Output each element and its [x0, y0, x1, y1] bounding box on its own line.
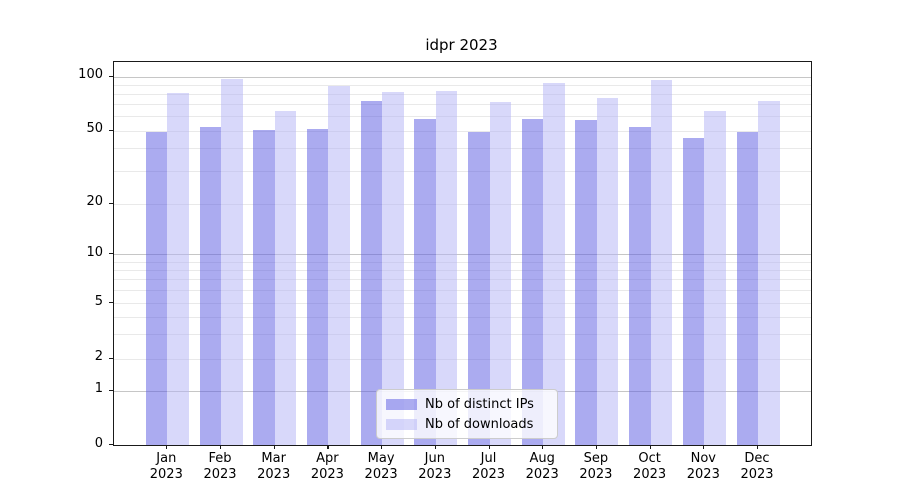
bar-downloads-mar	[274, 111, 297, 445]
x-tick-mark-feb	[220, 445, 222, 449]
gridline-y-4	[114, 316, 811, 318]
bar-downloads-aug	[543, 83, 565, 445]
x-tick-label-mar: Mar 2023	[257, 451, 291, 482]
y-tick-mark-1	[109, 389, 113, 391]
gridline-y-9	[114, 261, 811, 263]
x-tick-mark-apr	[327, 445, 329, 449]
gridline-y-50	[114, 130, 811, 132]
x-tick-label-nov: Nov 2023	[686, 451, 720, 482]
x-tick-label-apr: Apr 2023	[310, 451, 344, 482]
y-tick-label-2: 2	[94, 349, 103, 365]
x-tick-mark-mar	[273, 445, 275, 449]
gridline-y-100	[114, 76, 811, 78]
bar-distinct-ips-nov	[682, 138, 705, 445]
bar-downloads-feb	[221, 79, 243, 445]
bar-downloads-oct	[650, 79, 673, 445]
x-tick-mark-oct	[649, 445, 651, 449]
gridline-y-80	[114, 94, 811, 95]
x-tick-label-may: May 2023	[364, 451, 398, 482]
y-tick-mark-10	[109, 253, 113, 255]
x-tick-mark-dec	[757, 445, 759, 449]
x-tick-mark-nov	[703, 445, 705, 449]
gridline-y-40	[114, 148, 811, 150]
legend-swatch-downloads	[386, 418, 417, 430]
x-tick-label-aug: Aug 2023	[525, 451, 559, 482]
y-tick-label-0: 0	[94, 435, 103, 451]
bar-distinct-ips-feb	[199, 127, 221, 445]
legend: Nb of distinct IPs Nb of downloads	[376, 389, 558, 439]
gridline-y-3	[114, 334, 811, 336]
gridline-y-10	[114, 254, 811, 256]
gridline-y-60	[114, 116, 811, 118]
bar-distinct-ips-jan	[145, 131, 168, 445]
bar-distinct-ips-mar	[253, 130, 275, 445]
y-tick-mark-5	[109, 302, 113, 304]
x-tick-mark-aug	[542, 445, 544, 449]
bar-distinct-ips-jul	[468, 131, 490, 445]
bar-distinct-ips-sep	[575, 120, 597, 445]
x-tick-mark-sep	[595, 445, 598, 449]
y-tick-mark-2	[109, 357, 113, 359]
x-tick-mark-jun	[434, 445, 436, 449]
bar-downloads-jun	[435, 91, 458, 445]
bar-downloads-jul	[489, 102, 511, 445]
y-tick-mark-0	[109, 444, 113, 446]
plot-area: Nb of distinct IPs Nb of downloads	[113, 61, 812, 446]
y-tick-label-100: 100	[78, 67, 103, 83]
x-tick-label-jun: Jun 2023	[418, 451, 452, 482]
x-tick-label-dec: Dec 2023	[740, 451, 774, 482]
y-tick-label-20: 20	[86, 194, 103, 210]
y-tick-mark-100	[109, 75, 113, 77]
bar-downloads-dec	[758, 101, 780, 445]
bar-downloads-sep	[596, 97, 619, 445]
gridline-y-7	[114, 279, 811, 281]
legend-swatch-distinct-ips	[386, 398, 417, 410]
x-tick-label-oct: Oct 2023	[633, 451, 667, 482]
bar-distinct-ips-dec	[736, 131, 758, 445]
legend-item-distinct-ips: Nb of distinct IPs	[386, 397, 548, 412]
x-tick-mark-jul	[488, 445, 490, 449]
x-tick-label-jul: Jul 2023	[471, 451, 506, 482]
legend-item-downloads: Nb of downloads	[386, 417, 548, 432]
bar-distinct-ips-oct	[629, 127, 651, 445]
y-tick-mark-20	[109, 202, 113, 204]
gridline-y-8	[114, 270, 811, 271]
y-tick-label-50: 50	[86, 121, 103, 137]
bar-distinct-ips-apr	[306, 128, 329, 445]
chart-title: idpr 2023	[425, 36, 498, 54]
y-tick-label-10: 10	[86, 244, 103, 260]
bar-downloads-nov	[704, 111, 726, 445]
legend-label-distinct-ips: Nb of distinct IPs	[425, 396, 534, 412]
gridline-y-2	[114, 358, 811, 360]
gridline-y-20	[114, 203, 811, 205]
legend-label-downloads: Nb of downloads	[425, 416, 534, 432]
x-tick-mark-may	[381, 445, 383, 449]
bar-distinct-ips-jun	[414, 118, 436, 445]
gridline-y-70	[114, 104, 811, 106]
gridline-y-5	[114, 303, 811, 304]
bar-distinct-ips-may	[360, 101, 383, 445]
y-tick-mark-50	[109, 129, 113, 131]
gridline-y-90	[114, 84, 811, 86]
x-tick-label-sep: Sep 2023	[579, 451, 613, 482]
x-tick-label-feb: Feb 2023	[203, 451, 237, 482]
y-tick-label-1: 1	[94, 381, 103, 397]
gridline-y-6	[114, 290, 811, 292]
bar-downloads-jan	[167, 92, 189, 445]
x-tick-mark-jan	[166, 445, 168, 449]
gridline-y-30	[114, 171, 811, 173]
x-tick-label-jan: Jan 2023	[149, 451, 183, 482]
bar-downloads-apr	[328, 85, 350, 445]
bar-downloads-may	[382, 92, 404, 445]
y-tick-label-5: 5	[94, 293, 103, 309]
bar-distinct-ips-aug	[521, 118, 544, 445]
